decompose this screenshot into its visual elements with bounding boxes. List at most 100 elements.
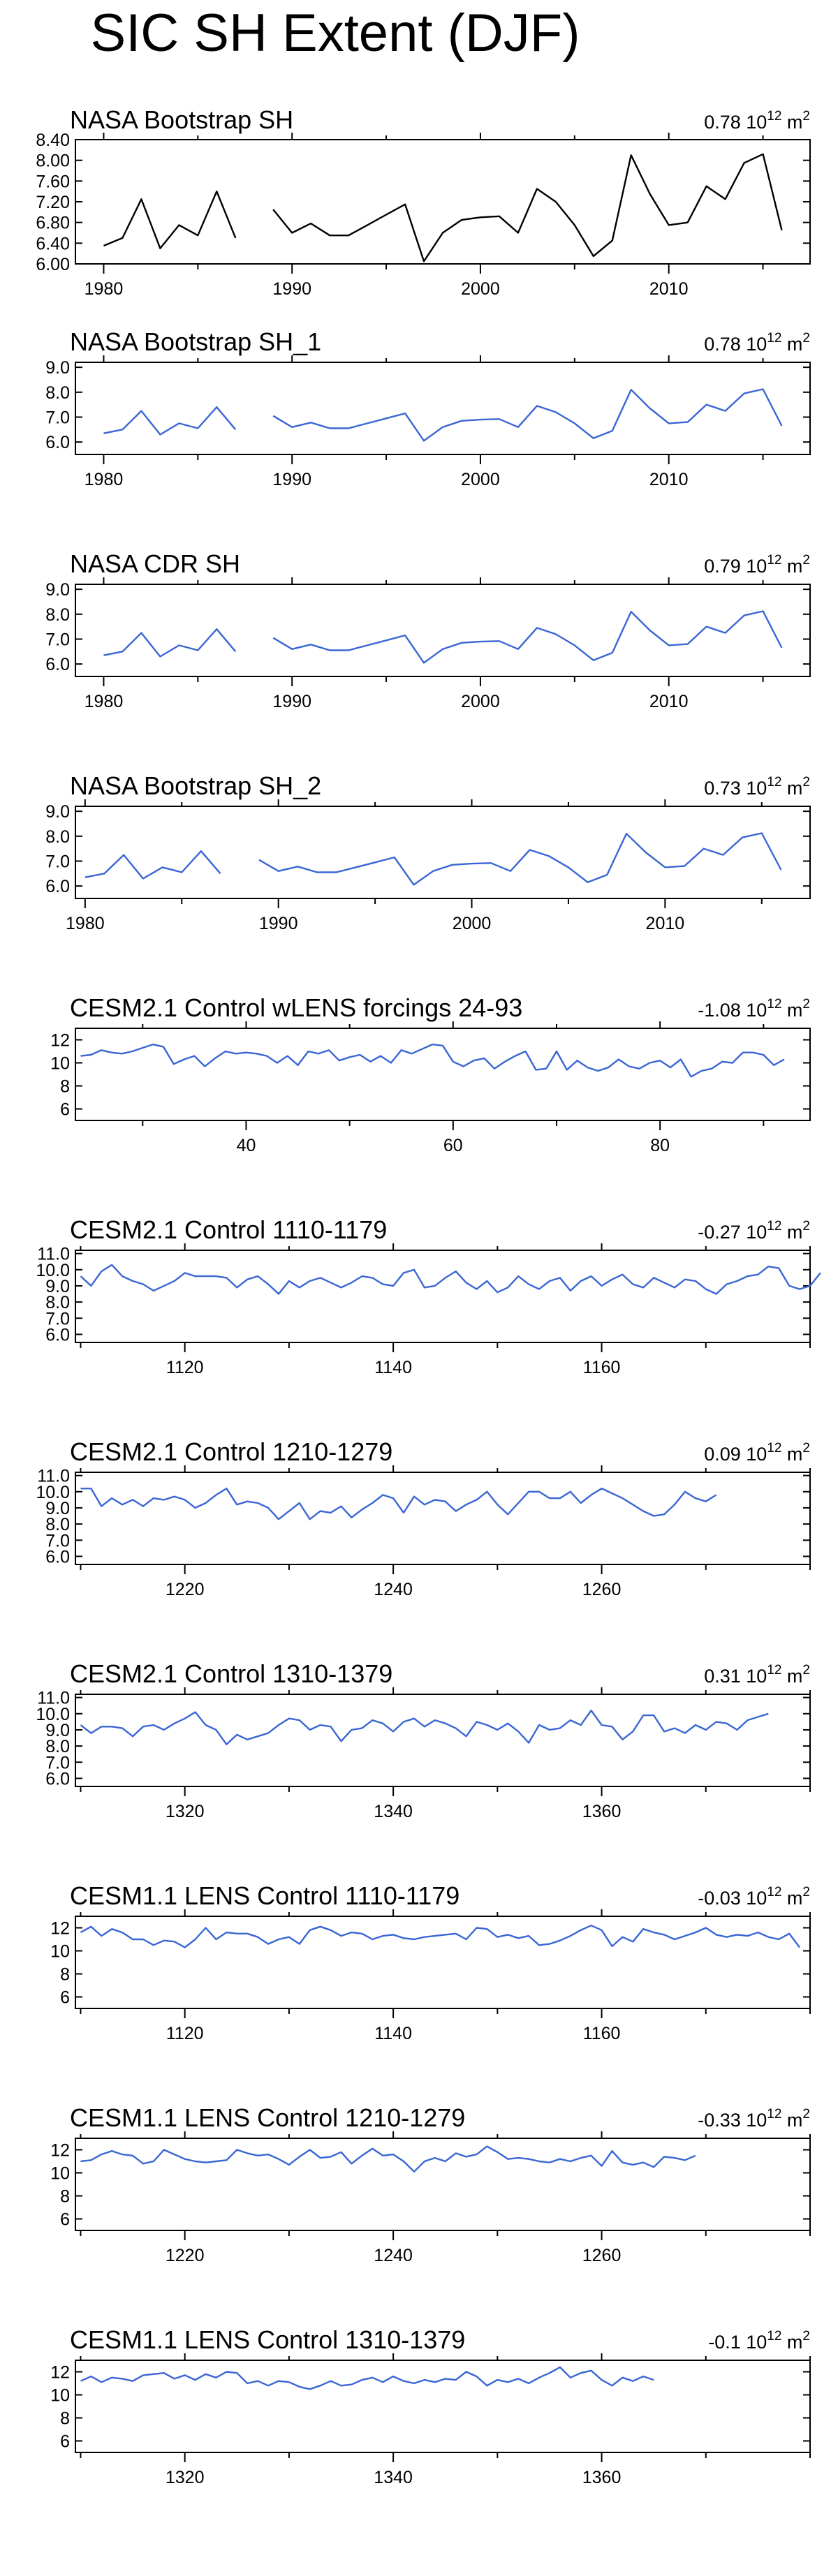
y-tick-label: 6.0 — [45, 1547, 70, 1567]
y-tick-label: 7.0 — [45, 408, 70, 427]
y-tick-label: 6.0 — [45, 433, 70, 452]
series-line — [80, 1925, 801, 1948]
trend-label: -0.33 1012 m2 — [698, 2107, 810, 2131]
series-line — [80, 1488, 717, 1520]
y-tick-label: 6.40 — [36, 234, 70, 253]
panel-title: NASA Bootstrap SH — [70, 105, 293, 134]
figure-title: SIC SH Extent (DJF) — [90, 3, 580, 63]
series-line — [84, 832, 782, 886]
y-tick-label: 8 — [60, 1965, 70, 1985]
y-tick-label: 10 — [50, 2164, 70, 2184]
series-line — [103, 153, 783, 262]
panel-8: CESM2.1 Control 1310-1379 0.31 1012 m2 6.0… — [36, 1659, 811, 1821]
panel-3: NASA CDR SH 0.79 1012 m2 6.0 7.0 8.0 9.0 1980 1… — [45, 549, 811, 711]
trend-label: -0.03 1012 m2 — [698, 1885, 810, 1909]
y-tick-label: 6 — [60, 1988, 70, 2008]
x-tick-label: 1990 — [272, 279, 311, 299]
panel-7: CESM2.1 Control 1210-1279 0.09 1012 m2 6.0… — [36, 1437, 811, 1599]
panel-1: NASA Bootstrap SH 0.78 1012 m2 6.00 6.406.8… — [36, 105, 811, 299]
y-tick-label: 9.0 — [45, 802, 70, 822]
x-tick-label: 1220 — [166, 2246, 205, 2265]
plot-frame — [75, 2360, 811, 2453]
y-tick-label: 12 — [50, 1919, 70, 1939]
panel-4: NASA Bootstrap SH_2 0.73 1012 m2 6.0 7.0 8.0… — [45, 771, 811, 933]
x-tick-label: 1990 — [272, 692, 311, 711]
y-tick-label: 6.0 — [45, 655, 70, 674]
panel-10: CESM1.1 LENS Control 1210-1279 -0.33 1012… — [50, 2103, 811, 2265]
series-line — [103, 388, 783, 442]
y-tick-label: 10.0 — [36, 1261, 70, 1280]
x-tick-label: 2000 — [461, 470, 500, 489]
x-tick-label: 2010 — [649, 692, 689, 711]
trend-label: 0.79 1012 m2 — [704, 553, 810, 577]
y-tick-label: 12 — [50, 2363, 70, 2383]
x-tick-label: 1990 — [259, 914, 298, 933]
x-tick-label: 2000 — [453, 914, 492, 933]
plot-frame — [75, 1028, 811, 1121]
panel-2: NASA Bootstrap SH_1 0.78 1012 m2 6.0 7.0 8.0… — [45, 327, 811, 489]
series-line — [80, 1710, 769, 1745]
series-line — [80, 1043, 785, 1078]
series-line — [80, 1264, 821, 1295]
y-tick-label: 8.0 — [45, 383, 70, 403]
y-tick-label: 7.60 — [36, 172, 70, 191]
y-tick-label: 9.0 — [45, 358, 70, 378]
panel-title: CESM2.1 Control 1210-1279 — [70, 1437, 392, 1466]
x-tick-label: 1160 — [583, 1358, 621, 1377]
x-tick-label: 2010 — [649, 279, 689, 299]
plot-frame — [75, 139, 811, 265]
y-tick-label: 6 — [60, 2432, 70, 2452]
panel-11: CESM1.1 LENS Control 1310-1379 -0.1 1012 … — [50, 2325, 811, 2487]
y-tick-label: 7.20 — [36, 193, 70, 212]
trend-label: -1.08 1012 m2 — [698, 997, 810, 1021]
y-tick-label: 10 — [50, 1054, 70, 1074]
y-tick-label: 6.00 — [36, 255, 70, 274]
panel-title: CESM2.1 Control 1310-1379 — [70, 1659, 392, 1688]
x-tick-label: 1120 — [166, 1358, 204, 1377]
x-tick-label: 1340 — [374, 1802, 413, 1821]
y-tick-label: 8 — [60, 2187, 70, 2207]
panel-title: CESM1.1 LENS Control 1210-1279 — [70, 2103, 465, 2132]
y-tick-label: 7.0 — [45, 1309, 70, 1328]
x-tick-label: 1260 — [582, 2246, 622, 2265]
y-tick-label: 12 — [50, 1031, 70, 1051]
plot-frame — [75, 1250, 811, 1343]
panel-title: CESM2.1 Control 1110-1179 — [70, 1215, 387, 1244]
y-tick-label: 11.0 — [37, 1689, 70, 1708]
y-tick-label: 6.0 — [45, 877, 70, 896]
x-tick-label: 1220 — [166, 1580, 205, 1599]
x-tick-label: 1980 — [84, 279, 124, 299]
x-tick-label: 1140 — [374, 1358, 412, 1377]
y-tick-label: 6.0 — [45, 1325, 70, 1345]
plot-frame — [75, 584, 811, 677]
panel-title: NASA CDR SH — [70, 549, 240, 578]
panel-6: CESM2.1 Control 1110-1179 -0.27 1012 m2 6.… — [36, 1215, 821, 1377]
x-tick-label: 1120 — [166, 2024, 204, 2043]
trend-label: 0.09 1012 m2 — [704, 1441, 810, 1465]
y-tick-label: 8.40 — [36, 131, 70, 150]
x-tick-label: 1260 — [582, 1580, 622, 1599]
x-tick-label: 40 — [237, 1136, 256, 1155]
y-tick-label: 8.0 — [45, 827, 70, 847]
y-tick-label: 10 — [50, 1942, 70, 1962]
y-tick-label: 8.00 — [36, 151, 70, 171]
y-tick-label: 8 — [60, 2409, 70, 2429]
y-tick-label: 7.0 — [45, 630, 70, 649]
x-tick-label: 1980 — [84, 692, 124, 711]
trend-label: 0.31 1012 m2 — [704, 1663, 810, 1687]
x-tick-label: 1980 — [84, 470, 124, 489]
trend-label: -0.27 1012 m2 — [698, 1219, 810, 1243]
x-tick-label: 80 — [650, 1136, 670, 1155]
y-tick-label: 10 — [50, 2386, 70, 2406]
panel-title: NASA Bootstrap SH_1 — [70, 327, 321, 356]
panel-title: NASA Bootstrap SH_2 — [70, 771, 321, 800]
plot-frame — [75, 2138, 811, 2231]
y-tick-label: 8.0 — [45, 1737, 70, 1756]
y-tick-label: 8 — [60, 1077, 70, 1097]
x-tick-label: 1360 — [582, 1802, 622, 1821]
x-tick-label: 60 — [443, 1136, 463, 1155]
series-line — [80, 2145, 696, 2172]
y-tick-label: 11.0 — [37, 1467, 70, 1486]
